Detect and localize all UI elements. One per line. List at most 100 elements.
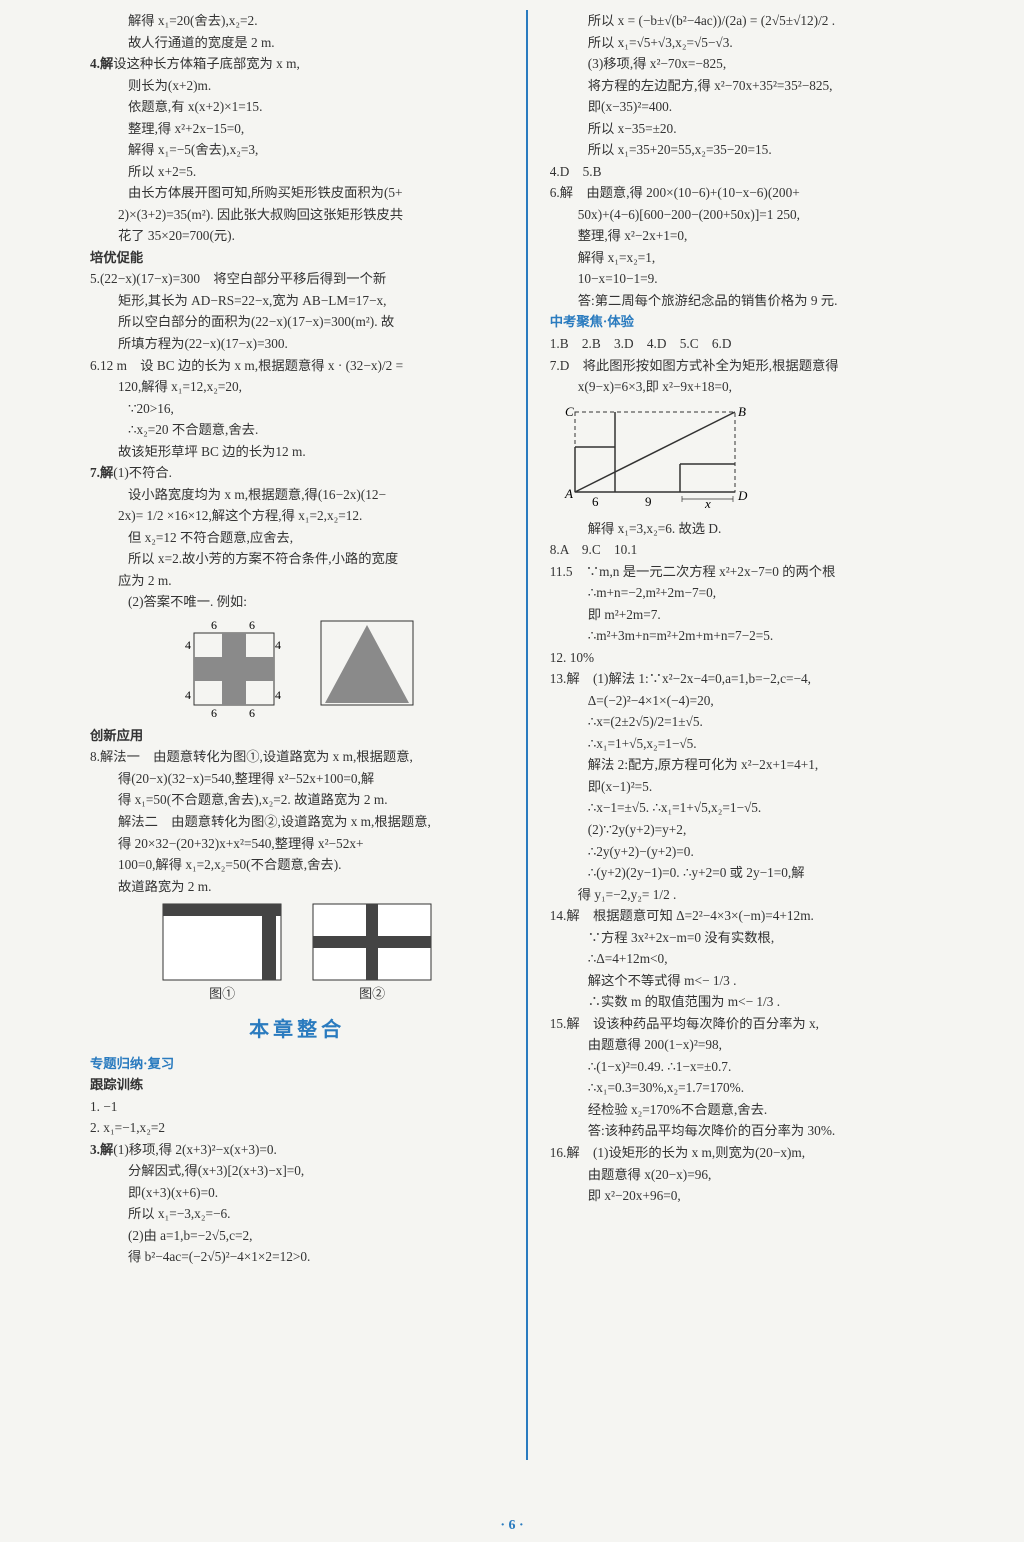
text: ∵方程 3x²+2x−m=0 没有实数根, (550, 927, 964, 949)
text: 花了 35×20=700(元). (90, 225, 504, 247)
text: 11.5 ∵m,n 是一元二次方程 x²+2x−7=0 的两个根 (550, 561, 964, 583)
problem-number: 7.解 (90, 465, 113, 480)
text: ∴x₂=20 不合题意,舍去. (90, 419, 504, 441)
diagram-row-1: 66 44 44 66 (90, 619, 504, 719)
text: 经检验 x₂=170%不合题意,舍去. (550, 1099, 964, 1121)
section-heading: 创新应用 (90, 725, 504, 747)
text: 10−x=10−1=9. (550, 268, 964, 290)
svg-text:A: A (564, 486, 573, 501)
text: 120,解得 x₁=12,x₂=20, (90, 376, 504, 398)
text: ∴实数 m 的取值范围为 m<− 1/3 . (550, 991, 964, 1013)
figure-1: 图① (162, 903, 282, 1004)
text: ∵20>16, (90, 398, 504, 420)
text: 所以 x=2.故小芳的方案不符合条件,小路的宽度 (90, 548, 504, 570)
column-divider (526, 10, 528, 1460)
text: (2)答案不唯一. 例如: (90, 591, 504, 613)
figure-2: 图② (312, 903, 432, 1004)
svg-text:6: 6 (249, 619, 255, 632)
text: 解这个不等式得 m<− 1/3 . (550, 970, 964, 992)
text: 答:第二周每个旅游纪念品的销售价格为 9 元. (550, 290, 964, 312)
text: 得(20−x)(32−x)=540,整理得 x²−52x+100=0,解 (90, 768, 504, 790)
text: 6.解 由题意,得 200×(10−6)+(10−x−6)(200+ (550, 182, 964, 204)
text: 分解因式,得(x+3)[2(x+3)−x]=0, (90, 1160, 504, 1182)
text: 即(x−1)²=5. (550, 776, 964, 798)
text: (2)由 a=1,b=−2√5,c=2, (90, 1225, 504, 1247)
text: ∴x=(2±2√5)/2=1±√5. (550, 711, 964, 733)
chapter-title: 本章整合 (90, 1014, 504, 1046)
text: 2x)= 1/2 ×16×12,解这个方程,得 x₁=2,x₂=12. (90, 505, 504, 527)
svg-text:C: C (565, 404, 574, 419)
text: 2. x₁=−1,x₂=2 (90, 1117, 504, 1139)
text: (1)不符合. (113, 465, 172, 480)
text: 8.解法一 由题意转化为图①,设道路宽为 x m,根据题意, (90, 746, 504, 768)
svg-text:6: 6 (249, 706, 255, 719)
svg-text:6: 6 (211, 706, 217, 719)
text: 得 20×32−(20+32)x+x²=540,整理得 x²−52x+ (90, 833, 504, 855)
left-column: 解得 x₁=20(舍去),x₂=2. 故人行通道的宽度是 2 m. 4.解设这种… (90, 10, 522, 1512)
svg-text:D: D (737, 488, 748, 503)
text: 解得 x₁=3,x₂=6. 故选 D. (550, 518, 964, 540)
text: 所以 x−35=±20. (550, 118, 964, 140)
text: 解得 x₁=x₂=1, (550, 247, 964, 269)
text: 5.(22−x)(17−x)=300 将空白部分平移后得到一个新 (90, 268, 504, 290)
text: 得 x₁=50(不合题意,舍去),x₂=2. 故道路宽为 2 m. (90, 789, 504, 811)
cross-diagram: 66 44 44 66 (179, 619, 289, 719)
text: 解得 x₁=−5(舍去),x₂=3, (90, 139, 504, 161)
text: 解法二 由题意转化为图②,设道路宽为 x m,根据题意, (90, 811, 504, 833)
text: 则长为(x+2)m. (90, 75, 504, 97)
text: 所以空白部分的面积为(22−x)(17−x)=300(m²). 故 (90, 311, 504, 333)
section-heading: 跟踪训练 (90, 1074, 504, 1096)
svg-text:4: 4 (185, 638, 191, 652)
text: ∴(y+2)(2y−1)=0. ∴y+2=0 或 2y−1=0,解 (550, 862, 964, 884)
text: ∴x₁=0.3=30%,x₂=1.7=170%. (550, 1077, 964, 1099)
text: (1)移项,得 2(x+3)²−x(x+3)=0. (113, 1142, 277, 1157)
triangle-diagram (319, 619, 415, 719)
text: ∴x−1=±√5. ∴x₁=1+√5,x₂=1−√5. (550, 797, 964, 819)
text: ∴Δ=4+12m<0, (550, 948, 964, 970)
text: 由长方体展开图可知,所购买矩形铁皮面积为(5+ (90, 182, 504, 204)
text: 整理,得 x²−2x+1=0, (550, 225, 964, 247)
svg-text:x: x (704, 496, 711, 511)
diagram-row-2: 图① 图② (90, 903, 504, 1004)
text: 14.解 根据题意可知 Δ=2²−4×3×(−m)=4+12m. (550, 905, 964, 927)
text: 即 m²+2m=7. (550, 604, 964, 626)
text: 故该矩形草坪 BC 边的长为12 m. (90, 441, 504, 463)
figure-label: 图① (162, 983, 282, 1004)
problem-number: 4.解 (90, 56, 113, 71)
text: 解得 x₁=20(舍去),x₂=2. (90, 10, 504, 32)
section-heading: 中考聚焦·体验 (550, 311, 964, 333)
text: 答:该种药品平均每次降价的百分率为 30%. (550, 1120, 964, 1142)
text: 所以 x₁=−3,x₂=−6. (90, 1203, 504, 1225)
text: 整理,得 x²+2x−15=0, (90, 118, 504, 140)
text: 得 b²−4ac=(−2√5)²−4×1×2=12>0. (90, 1246, 504, 1268)
text: 但 x₂=12 不符合题意,应舍去, (90, 527, 504, 549)
text: 1. −1 (90, 1096, 504, 1118)
text: 50x)+(4−6)[600−200−(200+50x)]=1 250, (550, 204, 964, 226)
svg-text:4: 4 (275, 638, 281, 652)
text: 所填方程为(22−x)(17−x)=300. (90, 333, 504, 355)
text: 矩形,其长为 AD−RS=22−x,宽为 AB−LM=17−x, (90, 290, 504, 312)
text: 6.12 m 设 BC 边的长为 x m,根据题意得 x · (32−x)/2 … (90, 355, 504, 377)
text: x(9−x)=6×3,即 x²−9x+18=0, (550, 376, 964, 398)
text: 得 y₁=−2,y₂= 1/2 . (550, 884, 964, 906)
text: 所以 x = (−b±√(b²−4ac))/(2a) = (2√5±√12)/2… (550, 10, 964, 32)
text: 即(x−35)²=400. (550, 96, 964, 118)
text: 16.解 (1)设矩形的长为 x m,则宽为(20−x)m, (550, 1142, 964, 1164)
text: 1.B 2.B 3.D 4.D 5.C 6.D (550, 333, 964, 355)
text: 13.解 (1)解法 1:∵x²−2x−4=0,a=1,b=−2,c=−4, (550, 668, 964, 690)
right-column: 所以 x = (−b±√(b²−4ac))/(2a) = (2√5±√12)/2… (532, 10, 964, 1512)
geometry-diagram: C B A D 6 9 x (550, 402, 964, 514)
text: ∴x₁=1+√5,x₂=1−√5. (550, 733, 964, 755)
page-number: · 6 · (500, 1518, 523, 1534)
text: 将方程的左边配方,得 x²−70x+35²=35²−825, (550, 75, 964, 97)
text: 由题意得 x(20−x)=96, (550, 1164, 964, 1186)
text: 即(x+3)(x+6)=0. (90, 1182, 504, 1204)
text: 依题意,有 x(x+2)×1=15. (90, 96, 504, 118)
text: ∴2y(y+2)−(y+2)=0. (550, 841, 964, 863)
svg-text:4: 4 (185, 688, 191, 702)
text: Δ=(−2)²−4×1×(−4)=20, (550, 690, 964, 712)
text: (2)∵2y(y+2)=y+2, (550, 819, 964, 841)
section-heading: 培优促能 (90, 247, 504, 269)
svg-text:6: 6 (592, 494, 599, 509)
text: ∴(1−x)²=0.49. ∴1−x=±0.7. (550, 1056, 964, 1078)
